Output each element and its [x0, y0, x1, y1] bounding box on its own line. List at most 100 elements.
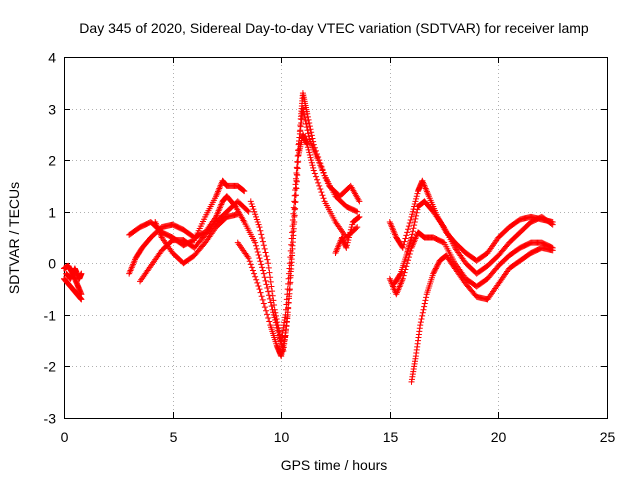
data-point	[304, 110, 311, 117]
data-point	[271, 306, 278, 313]
data-point	[289, 216, 296, 223]
data-point	[304, 141, 311, 148]
data-point	[265, 260, 272, 267]
y-tick-label: 0	[48, 256, 56, 272]
data-point	[291, 192, 298, 199]
data-point	[268, 283, 275, 290]
data-point	[417, 319, 424, 326]
data-point	[285, 275, 292, 282]
data-point	[290, 228, 297, 235]
data-point	[353, 225, 360, 232]
x-tick-label: 10	[274, 429, 290, 445]
data-point	[411, 219, 418, 226]
data-point	[347, 226, 354, 233]
y-tick-label: -1	[44, 308, 57, 324]
data-point	[308, 159, 315, 166]
data-point	[408, 213, 415, 220]
data-point	[309, 135, 316, 142]
data-point	[355, 214, 362, 221]
data-point	[355, 214, 362, 221]
data-point	[272, 309, 279, 316]
data-point	[269, 288, 276, 295]
data-point	[249, 203, 256, 210]
data-point	[345, 237, 352, 244]
series-s4	[126, 177, 248, 249]
data-point	[410, 225, 417, 232]
data-point	[284, 286, 291, 293]
data-point	[549, 247, 556, 254]
data-point	[259, 264, 266, 271]
data-point	[421, 303, 428, 310]
data-point	[320, 170, 327, 177]
data-point	[344, 239, 351, 246]
data-point	[266, 295, 273, 302]
data-point	[306, 120, 313, 127]
data-point	[239, 187, 246, 194]
y-axis-ticks: -3 -2 -1 0 1 2 3 4	[44, 50, 607, 427]
data-point	[353, 208, 360, 215]
data-point	[78, 296, 85, 303]
data-point	[262, 307, 269, 314]
data-point	[401, 238, 408, 245]
data-point	[423, 294, 430, 301]
data-point	[288, 241, 295, 248]
data-point	[400, 241, 407, 248]
data-point	[316, 182, 323, 189]
data-point	[347, 229, 354, 236]
data-point	[250, 206, 257, 213]
data-point	[321, 172, 328, 179]
data-point	[414, 206, 421, 213]
data-point	[246, 258, 253, 265]
data-point	[245, 255, 252, 262]
data-point	[266, 318, 273, 325]
data-point	[293, 164, 300, 171]
data-point	[405, 226, 412, 233]
series-s15	[408, 244, 556, 385]
data-point	[417, 322, 424, 329]
data-point	[435, 260, 442, 267]
data-point	[301, 114, 308, 121]
data-point	[405, 257, 412, 264]
data-point	[305, 146, 312, 153]
data-point	[275, 325, 282, 332]
x-tick-label: 5	[170, 429, 178, 445]
series-s5	[126, 193, 248, 277]
data-point	[346, 231, 353, 238]
data-point	[259, 235, 266, 242]
data-point	[261, 245, 268, 252]
data-point	[402, 235, 409, 242]
data-point	[249, 267, 256, 274]
data-point	[294, 158, 301, 165]
data-point	[404, 229, 411, 236]
data-point	[305, 133, 312, 140]
data-point	[267, 278, 274, 285]
data-point	[261, 274, 268, 281]
data-point	[288, 235, 295, 242]
data-point	[406, 220, 413, 227]
data-point	[273, 315, 280, 322]
data-point	[291, 213, 298, 220]
data-point	[303, 121, 310, 128]
data-point	[262, 249, 269, 256]
data-point	[257, 227, 264, 234]
series-s6	[137, 198, 252, 285]
data-point	[274, 319, 281, 326]
data-point	[306, 123, 313, 130]
data-point	[282, 311, 289, 318]
data-point	[405, 223, 412, 230]
data-point	[286, 265, 293, 272]
data-point	[266, 292, 273, 299]
data-point	[258, 261, 265, 268]
data-point	[305, 116, 312, 123]
data-point	[308, 129, 315, 136]
data-point	[284, 291, 291, 298]
data-point	[259, 267, 266, 274]
data-point	[303, 124, 310, 131]
data-point	[290, 210, 297, 217]
data-point	[348, 224, 355, 231]
data-point	[409, 208, 416, 215]
data-point	[253, 216, 260, 223]
data-point	[318, 164, 325, 171]
data-point	[315, 179, 322, 186]
